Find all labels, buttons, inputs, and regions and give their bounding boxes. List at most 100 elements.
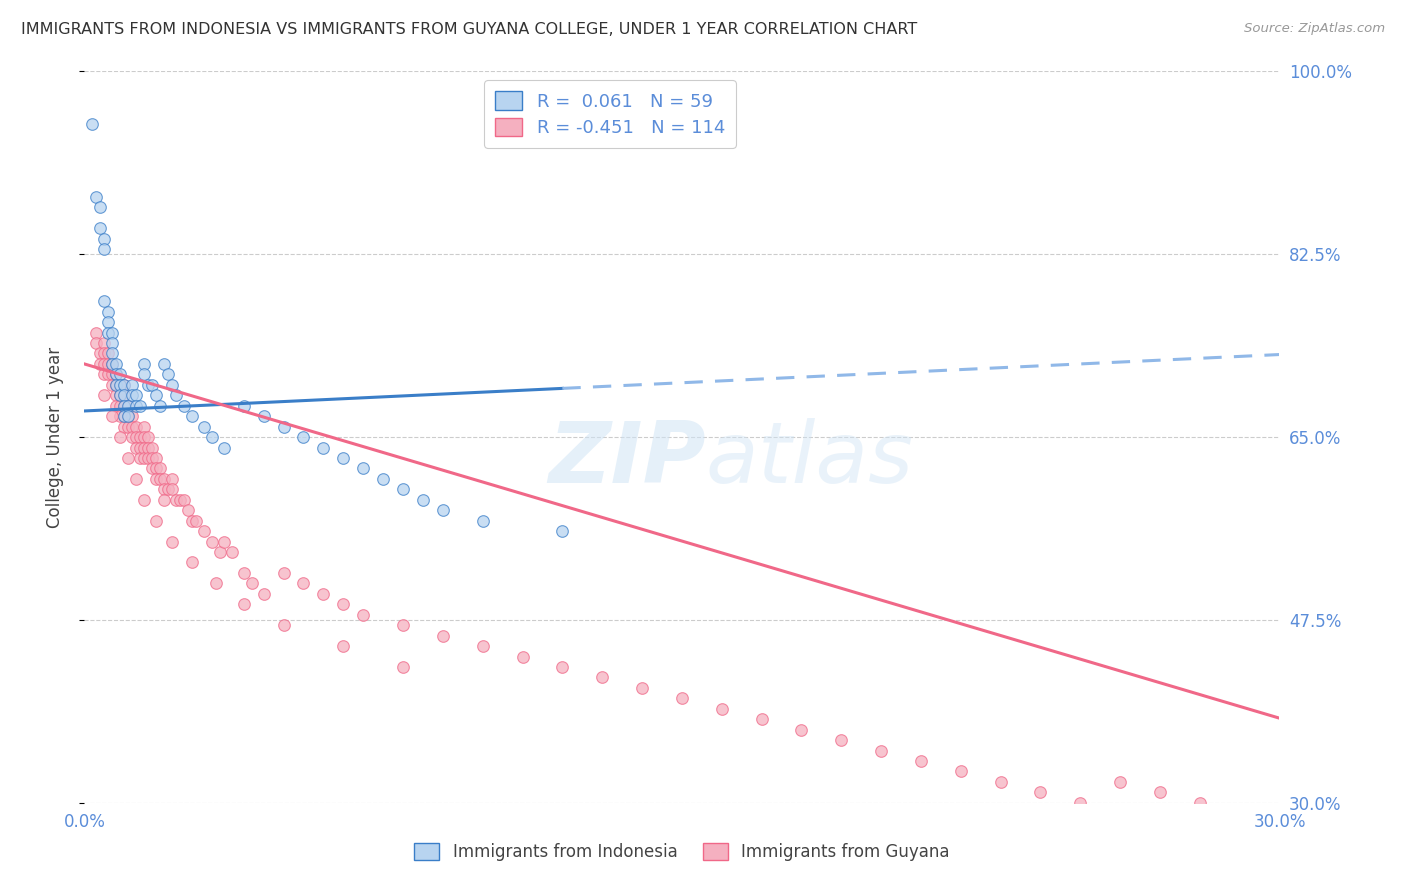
Point (110, 388, 132, 402)
Point (110, 399, 132, 413)
Point (101, 336, 124, 351)
Point (160, 472, 183, 486)
Point (110, 409, 132, 424)
Point (112, 377, 135, 392)
Point (177, 503, 200, 517)
Point (173, 399, 195, 413)
Point (136, 377, 159, 392)
Point (105, 399, 128, 413)
Point (149, 472, 172, 486)
Point (181, 409, 204, 424)
Point (89, 221, 111, 235)
Point (125, 388, 148, 402)
Point (253, 587, 276, 601)
Point (212, 441, 235, 455)
Point (145, 472, 167, 486)
Point (141, 450, 163, 465)
Point (89, 346, 111, 360)
Point (132, 430, 156, 444)
Point (232, 566, 254, 580)
Point (232, 399, 254, 413)
Point (105, 388, 128, 402)
Point (232, 597, 254, 611)
Point (112, 419, 135, 434)
Point (132, 419, 156, 434)
Point (432, 629, 454, 643)
Point (165, 388, 187, 402)
Point (110, 368, 132, 382)
Point (129, 430, 152, 444)
Point (112, 399, 135, 413)
Point (169, 492, 191, 507)
Point (136, 450, 159, 465)
Point (93, 242, 115, 256)
Point (125, 430, 148, 444)
Point (125, 472, 148, 486)
Point (112, 409, 135, 424)
Point (157, 368, 180, 382)
Point (751, 712, 773, 726)
Point (101, 357, 124, 371)
Point (870, 743, 893, 757)
Point (332, 450, 354, 465)
Point (117, 399, 139, 413)
Point (312, 587, 335, 601)
Point (373, 472, 395, 486)
Point (89, 200, 111, 214)
Point (97, 357, 120, 371)
Point (193, 524, 215, 538)
Point (631, 681, 654, 695)
Point (145, 461, 167, 475)
Point (141, 377, 163, 392)
Point (121, 409, 143, 424)
Point (141, 461, 163, 475)
Point (125, 399, 148, 413)
Point (1069, 796, 1091, 810)
Point (97, 315, 120, 329)
Point (153, 492, 176, 507)
Point (136, 430, 159, 444)
Point (173, 492, 195, 507)
Point (112, 388, 135, 402)
Point (105, 357, 128, 371)
Point (117, 409, 139, 424)
Point (121, 377, 143, 392)
Point (117, 450, 139, 465)
Point (273, 618, 295, 632)
Point (551, 660, 574, 674)
Point (273, 419, 295, 434)
Point (145, 388, 167, 402)
Point (105, 377, 128, 392)
Point (110, 388, 132, 402)
Point (117, 399, 139, 413)
Point (153, 472, 176, 486)
Point (1109, 775, 1132, 789)
Point (551, 524, 574, 538)
Point (86, 336, 108, 351)
Point (153, 483, 176, 497)
Point (253, 409, 276, 424)
Point (830, 733, 852, 747)
Point (129, 399, 152, 413)
Point (208, 545, 231, 559)
Point (129, 441, 152, 455)
Point (352, 461, 374, 475)
Point (89, 357, 111, 371)
Point (125, 441, 148, 455)
Point (112, 399, 135, 413)
Point (949, 764, 972, 779)
Point (1188, 796, 1211, 810)
Point (141, 441, 163, 455)
Point (101, 377, 124, 392)
Point (86, 190, 108, 204)
Legend: Immigrants from Indonesia, Immigrants from Guyana: Immigrants from Indonesia, Immigrants fr… (408, 836, 956, 868)
Point (205, 576, 228, 591)
Point (212, 534, 235, 549)
Point (165, 492, 187, 507)
Point (101, 357, 124, 371)
Point (1029, 785, 1052, 799)
Point (332, 639, 354, 653)
Point (110, 430, 132, 444)
Point (273, 566, 295, 580)
Point (93, 368, 115, 382)
